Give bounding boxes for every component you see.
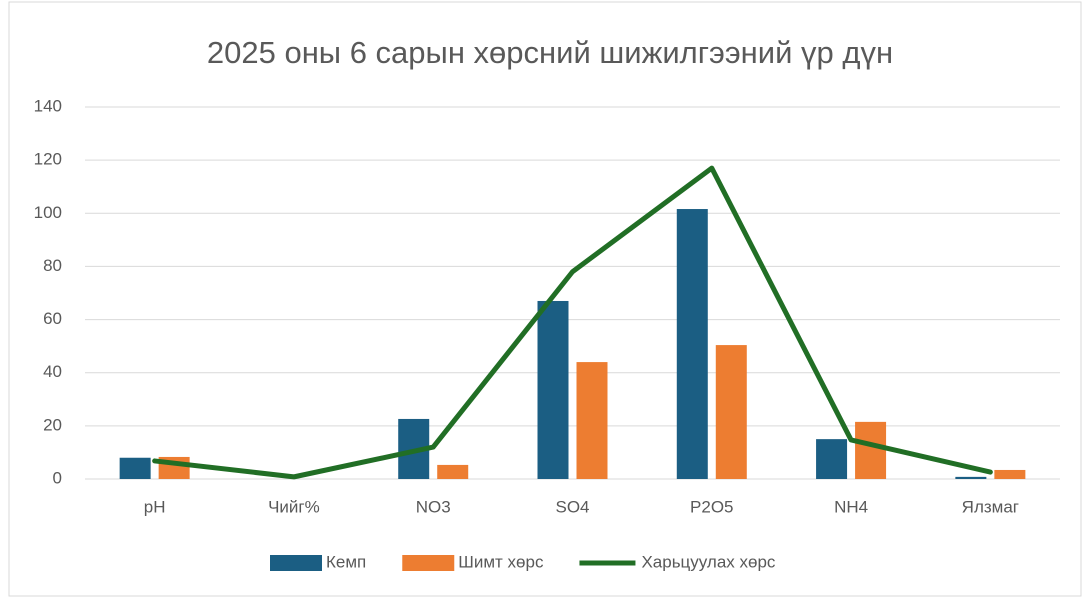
legend-label: Харьцуулах хөрс	[641, 552, 775, 571]
bar	[537, 300, 569, 479]
x-tick-label: NO3	[416, 497, 451, 516]
bar	[676, 209, 708, 479]
bar	[955, 476, 987, 479]
y-tick-label: 140	[34, 96, 62, 115]
x-tick-label: Ялзмаг	[962, 497, 1019, 516]
x-tick-label: P2O5	[690, 497, 733, 516]
legend-label: Кемп	[326, 552, 366, 571]
y-tick-label: 120	[34, 150, 62, 169]
x-tick-label: pH	[144, 497, 166, 516]
y-tick-label: 20	[43, 415, 62, 434]
y-tick-label: 60	[43, 309, 62, 328]
line-series	[152, 165, 993, 480]
x-tick-label: Чийг%	[268, 497, 320, 516]
y-tick-label: 40	[43, 362, 62, 381]
y-tick-label: 80	[43, 256, 62, 275]
y-tick-label: 100	[34, 203, 62, 222]
chart-border	[8, 1, 1082, 597]
y-tick-label: 0	[53, 468, 62, 487]
legend-swatch	[270, 555, 322, 571]
bar	[994, 469, 1026, 479]
legend-label: Шимт хөрс	[458, 552, 544, 571]
chart-title: 2025 оны 6 сарын хөрсний шижилгээний үр …	[207, 35, 893, 70]
bar	[855, 421, 887, 479]
x-tick-label: NH4	[834, 497, 868, 516]
bar	[119, 457, 151, 479]
x-tick-label: SO4	[555, 497, 589, 516]
bar	[437, 464, 469, 479]
legend-swatch	[402, 555, 455, 571]
bar	[576, 362, 608, 479]
bar	[715, 345, 747, 479]
bar	[816, 439, 848, 479]
